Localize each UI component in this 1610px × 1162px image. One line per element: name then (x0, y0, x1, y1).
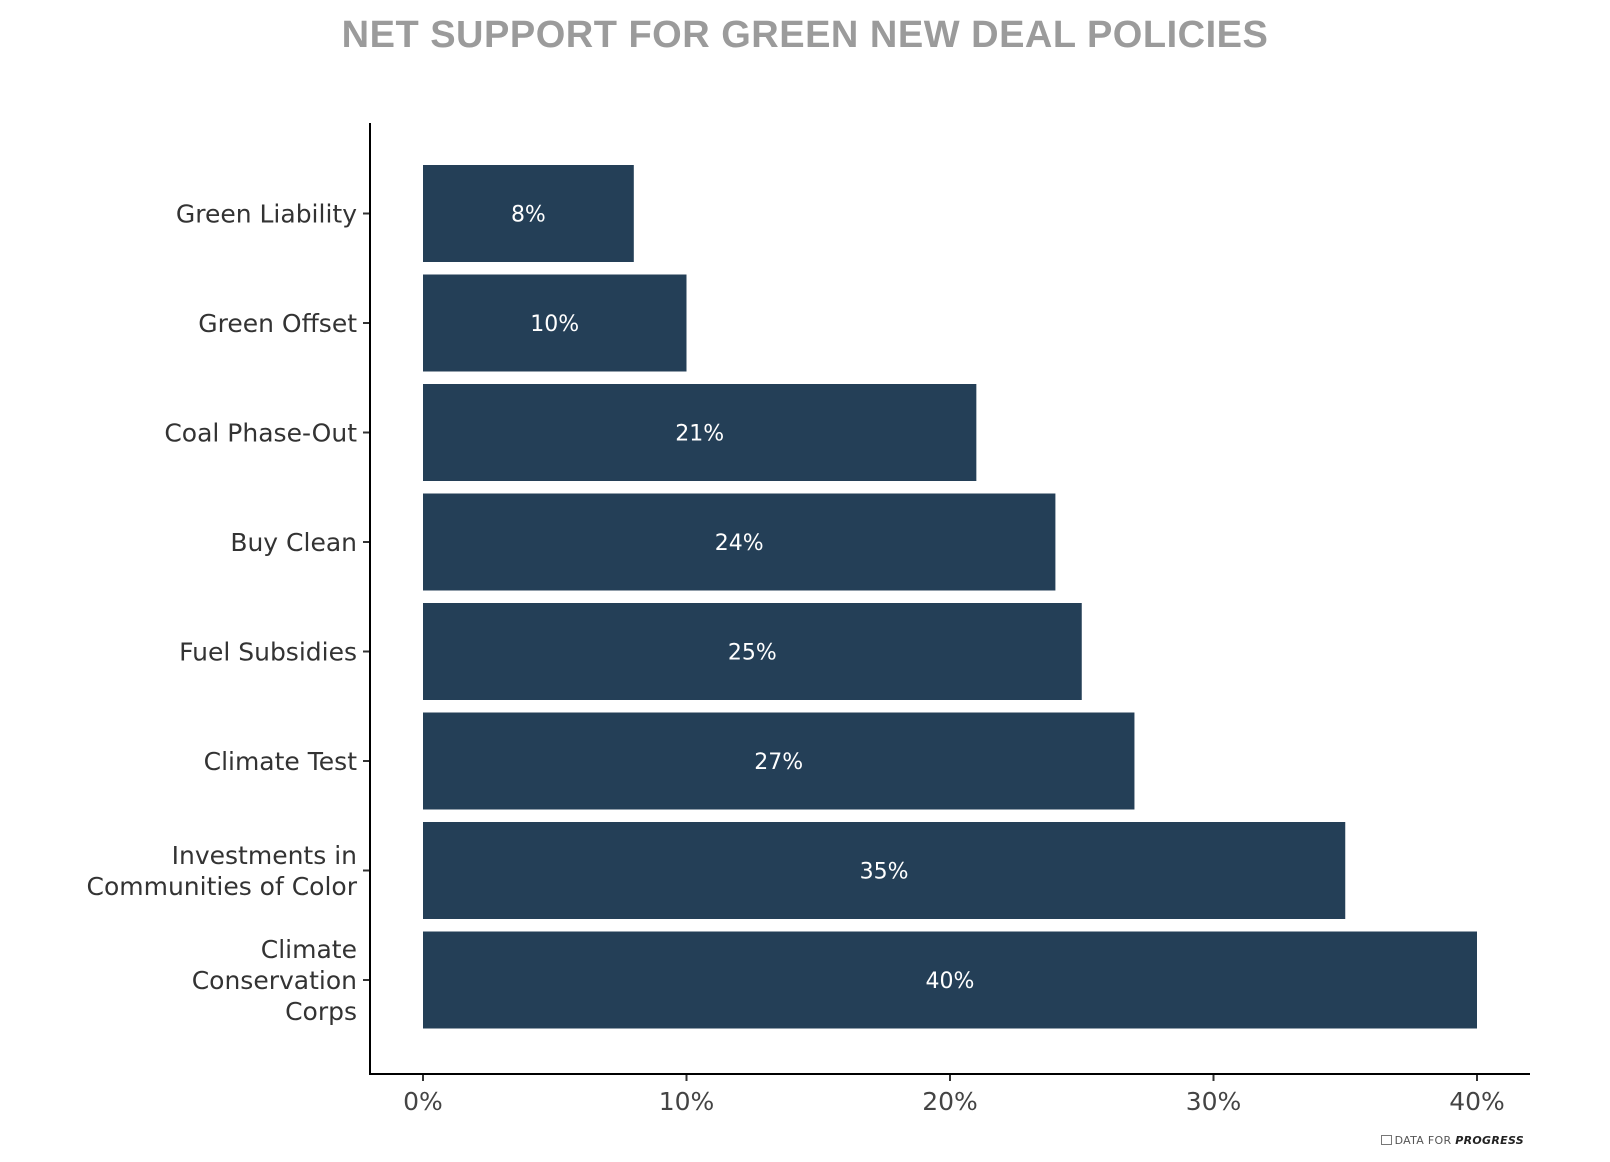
credit-prefix: DATA FOR (1394, 1134, 1456, 1147)
category-label: Climate Conservation Corps (192, 935, 357, 1026)
category-label-line: Communities of Color (86, 872, 357, 901)
category-label-line: Climate Test (204, 747, 358, 776)
category-label-line: Climate (261, 935, 357, 964)
category-label-line: Buy Clean (230, 528, 357, 557)
credit-brand: PROGRESS (1455, 1134, 1524, 1147)
bar (423, 603, 1082, 700)
category-label-line: Green Liability (176, 200, 357, 229)
category-label-line: Fuel Subsidies (179, 638, 357, 667)
category-label: Green Offset (198, 309, 357, 338)
bar-value-label: 40% (926, 969, 975, 994)
category-label: Buy Clean (230, 528, 357, 557)
bar (423, 165, 634, 262)
category-label: Coal Phase-Out (164, 419, 357, 448)
bar-value-label: 21% (675, 422, 724, 447)
x-tick-label: 0% (403, 1087, 443, 1116)
category-label: Fuel Subsidies (179, 638, 357, 667)
category-label-line: Corps (285, 997, 357, 1026)
bar-value-label: 8% (511, 203, 546, 228)
bar (423, 274, 687, 372)
category-label-line: Conservation (192, 966, 357, 995)
category-label-line: Coal Phase-Out (164, 419, 357, 448)
bar-value-label: 27% (754, 750, 803, 775)
bar-value-label: 10% (530, 312, 579, 337)
bar-value-label: 24% (715, 531, 764, 556)
category-labels-group: Green Liability Green Offset Coal Phase-Ou… (86, 200, 370, 1026)
x-tick-label: 20% (922, 1087, 978, 1116)
category-label-line: Investments in (172, 841, 357, 870)
bar-value-label: 35% (860, 860, 909, 885)
bar (423, 822, 1346, 919)
bar (423, 384, 977, 481)
bar-value-label: 25% (728, 641, 777, 666)
x-tick-label: 40% (1449, 1087, 1505, 1116)
x-tick-label: 10% (659, 1087, 715, 1116)
chart-title: NET SUPPORT FOR GREEN NEW DEAL POLICIES (341, 14, 1269, 56)
category-label: Investments in Communities of Color (86, 841, 357, 901)
category-label: Green Liability (176, 200, 357, 229)
x-tick-label: 30% (1186, 1087, 1242, 1116)
bar (423, 712, 1135, 810)
bars-group: 8% 10% 21% 24% 25% 27% 35% 40% (423, 165, 1477, 1029)
chart-logo-icon (1380, 1135, 1392, 1145)
x-ticks-group: 0% 10% 20% 30% 40% (403, 1074, 1505, 1116)
source-credit: DATA FOR PROGRESS (1380, 1134, 1524, 1147)
bar (423, 931, 1477, 1029)
category-label: Climate Test (204, 747, 358, 776)
bar (423, 493, 1056, 591)
category-label-line: Green Offset (198, 309, 357, 338)
